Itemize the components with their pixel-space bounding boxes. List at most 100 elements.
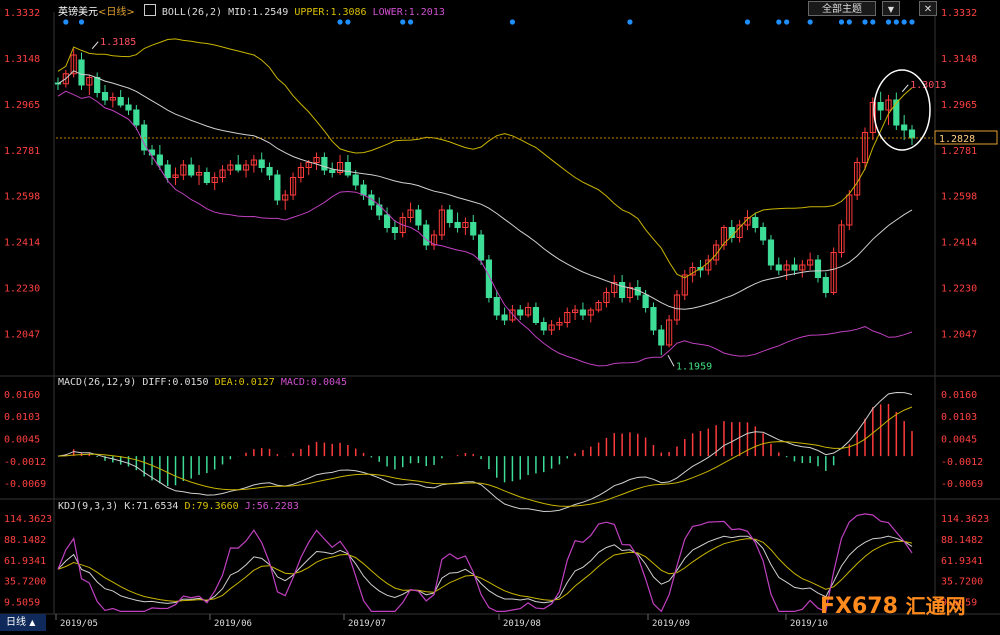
period-tab[interactable]: 日线 ▲	[0, 614, 46, 631]
candle-body	[258, 159, 265, 168]
candle-body	[532, 307, 540, 323]
x-axis-label: 2019/08	[503, 619, 541, 629]
boll-mid-line	[57, 70, 913, 310]
candle-body	[619, 282, 626, 298]
candle-body	[564, 312, 571, 323]
macd-tick-right: 0.0103	[941, 412, 977, 423]
event-dot	[345, 19, 351, 25]
price-tick-right: 1.2047	[941, 329, 977, 340]
candle-body	[297, 167, 304, 178]
price-tick-right: 1.3332	[941, 8, 977, 19]
candle-body	[548, 324, 555, 331]
annotation-pointer	[901, 84, 909, 93]
price-tick-right: 1.2781	[941, 146, 977, 157]
macd-tick-right: -0.0069	[941, 479, 983, 490]
event-dot	[901, 19, 907, 25]
event-dot	[885, 19, 892, 25]
event-dot	[627, 19, 633, 25]
candle-body	[415, 209, 422, 226]
candle-body	[250, 159, 257, 166]
candle-body	[438, 209, 446, 236]
candle-body	[203, 172, 210, 183]
event-dot	[784, 19, 790, 25]
candle-body	[164, 164, 171, 178]
candle-body	[830, 252, 837, 293]
boll-upper-line	[57, 38, 913, 279]
annotation-pointer	[667, 355, 675, 367]
kdj-j: J:56.2283	[244, 501, 299, 512]
candle-body	[760, 227, 767, 241]
candle-body	[767, 239, 775, 266]
dropdown-triangle-icon[interactable]: ▼	[882, 1, 900, 16]
candle-body	[681, 274, 688, 296]
candle-body	[603, 292, 610, 303]
candle-body	[713, 244, 720, 261]
candle-body	[383, 214, 391, 228]
candle-body	[242, 164, 250, 171]
mid-label: MID:1.2549	[228, 7, 289, 18]
candle-body	[282, 194, 289, 201]
event-dot	[909, 19, 915, 25]
candle-body	[885, 99, 892, 111]
candle-body	[423, 224, 430, 246]
x-axis-label: 2019/07	[348, 619, 386, 629]
candle-body	[814, 259, 822, 278]
event-dot	[846, 19, 852, 25]
candle-body	[399, 217, 406, 233]
event-dot	[337, 19, 343, 25]
macd-diff-line	[57, 391, 913, 513]
indicator-icon[interactable]	[143, 4, 156, 16]
candle-body	[470, 222, 477, 236]
candle-body	[799, 264, 806, 271]
candle-body	[791, 264, 798, 271]
candle-body	[861, 132, 869, 163]
macd-tick-left: 0.0045	[4, 435, 40, 446]
candle-body	[540, 322, 547, 331]
price-tick-right: 1.2598	[941, 192, 977, 203]
candle-body	[846, 194, 853, 226]
price-tick-left: 1.2965	[4, 100, 40, 111]
watermark-cn: 汇通网	[905, 594, 966, 618]
annotation-pointer	[91, 41, 99, 50]
candle-body	[274, 174, 281, 201]
kdj-k: K:71.6534	[124, 501, 179, 512]
candle-body	[556, 322, 563, 326]
candle-body	[368, 194, 375, 206]
candle-body	[501, 314, 508, 321]
candle-body	[344, 162, 351, 176]
candle-body	[658, 329, 665, 346]
kdj-tick-left: 9.5059	[4, 597, 40, 608]
candle-body	[595, 302, 602, 311]
macd-dea-line	[57, 406, 913, 507]
candle-body	[666, 319, 673, 346]
candle-body	[728, 227, 735, 238]
event-dot	[744, 19, 751, 25]
lower-label: LOWER:1.2013	[372, 7, 445, 18]
candle-body	[101, 92, 109, 101]
price-tick-left: 1.2781	[4, 146, 40, 157]
kdj-d: D:79.3660	[184, 501, 239, 512]
candle-body	[736, 224, 743, 238]
x-axis-label: 2019/06	[214, 619, 252, 629]
candle-body	[352, 174, 359, 186]
watermark-brand: FX678	[820, 594, 898, 619]
candle-body	[391, 227, 398, 233]
macd-value: MACD:0.0045	[280, 377, 348, 388]
price-tick-left: 1.2047	[4, 329, 40, 340]
candle-body	[477, 234, 485, 261]
candle-body	[783, 264, 790, 271]
watermark: FX678 汇通网	[820, 590, 966, 619]
candle-body	[720, 227, 728, 246]
kdj-title: KDJ(9,3,3)	[58, 501, 119, 512]
candle-body	[430, 234, 438, 246]
candle-body	[211, 177, 218, 183]
price-tick-left: 1.3332	[4, 8, 40, 19]
candle-body	[572, 309, 579, 313]
candle-body	[509, 309, 516, 321]
close-icon[interactable]: ✕	[919, 1, 937, 16]
candle-body	[266, 167, 273, 176]
all-topics-button[interactable]: 全部主题	[808, 1, 876, 16]
macd-dea: DEA:0.0127	[214, 377, 275, 388]
